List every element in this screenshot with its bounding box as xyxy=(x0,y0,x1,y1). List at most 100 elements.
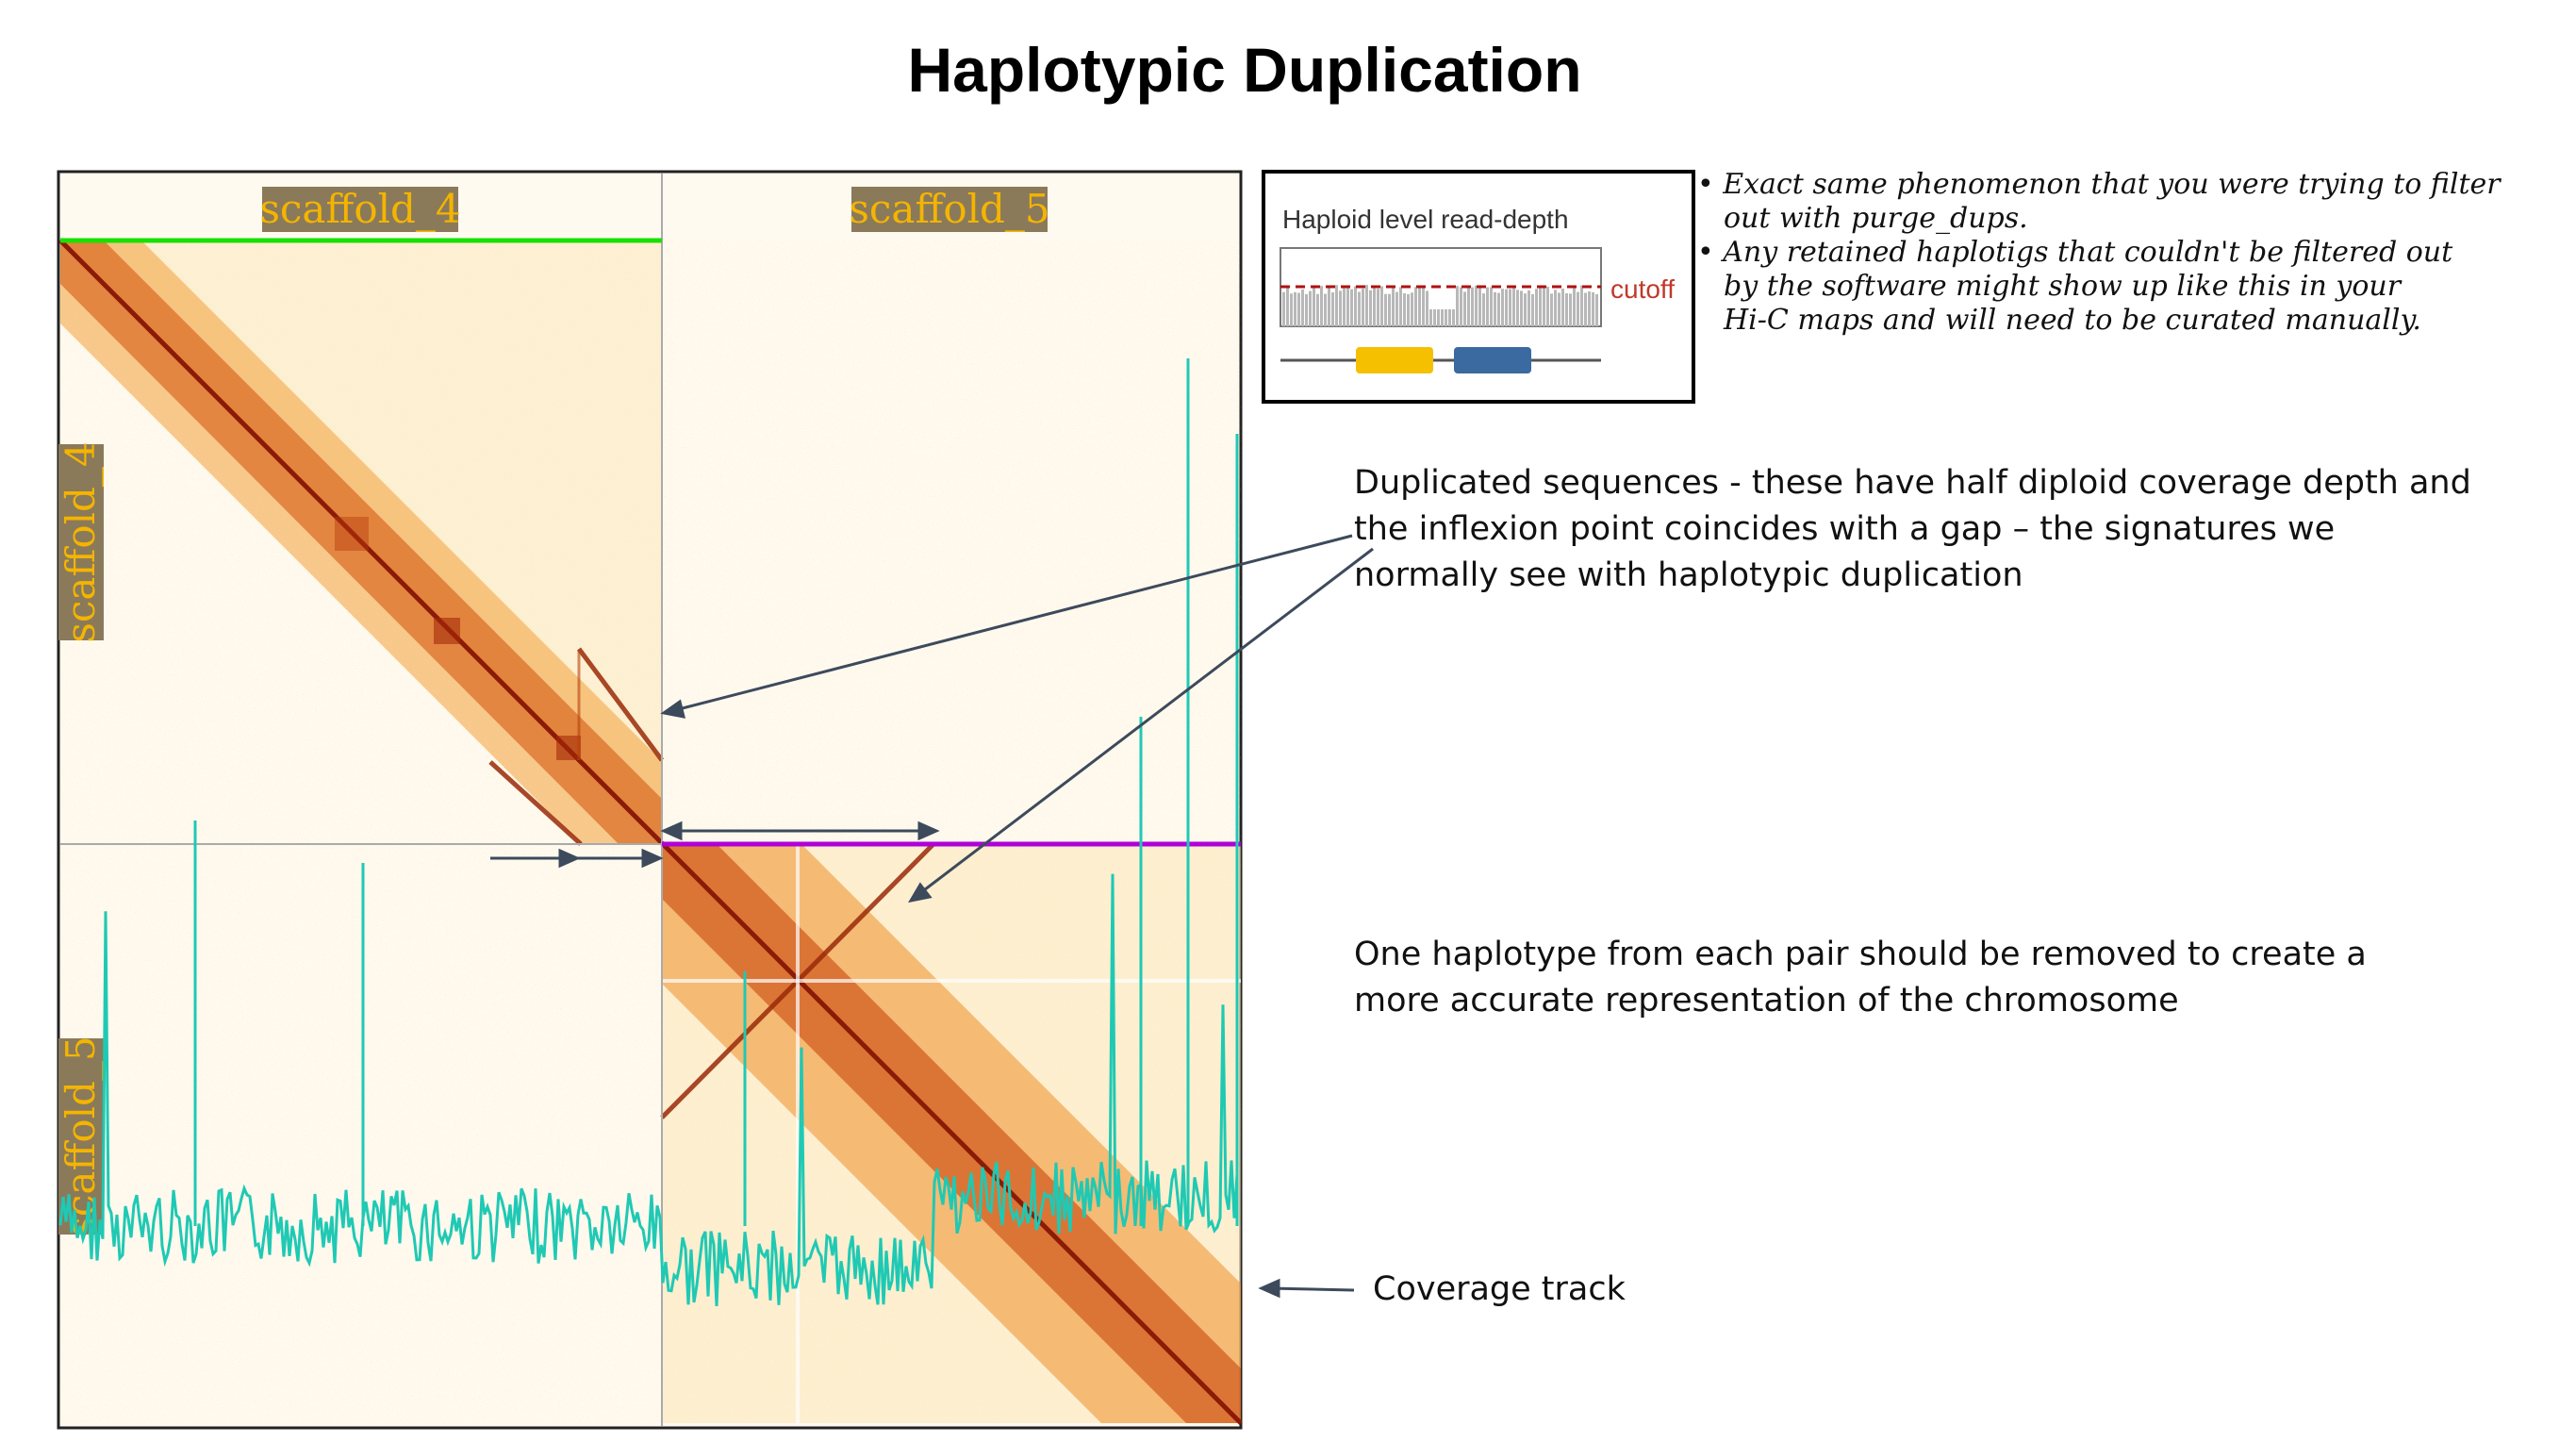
inset-depth-bar xyxy=(1595,293,1598,326)
inset-depth-bar xyxy=(1392,285,1395,326)
note-line-2: out with purge_dups. xyxy=(1724,202,2028,235)
inset-yellow-block xyxy=(1356,347,1433,373)
duplicated-line-3: normally see with haplotypic duplication xyxy=(1354,556,2023,594)
inset-depth-bar xyxy=(1328,288,1330,326)
inset-depth-bar xyxy=(1362,289,1364,326)
inset-depth-bar xyxy=(1592,291,1594,326)
inset-depth-bar xyxy=(1524,293,1527,326)
duplication-signature-2 xyxy=(488,760,583,846)
inset-depth-bar xyxy=(1350,289,1353,326)
inset-depth-bar xyxy=(1577,291,1579,326)
inset-depth-bar xyxy=(1460,287,1462,326)
inset-depth-bar xyxy=(1433,309,1436,326)
note-line-3: • Any retained haplotigs that couldn't b… xyxy=(1697,236,2453,269)
inset-depth-bar xyxy=(1490,287,1493,326)
inset-depth-bar xyxy=(1448,309,1451,326)
inset-depth-bar xyxy=(1554,290,1557,326)
annotation-arrows xyxy=(660,534,1374,1299)
inset-depth-bar xyxy=(1527,290,1530,326)
scaffold-4-label-side: scaffold_4 xyxy=(58,441,104,643)
inset-depth-bar xyxy=(1471,287,1474,326)
inset-depth-bar xyxy=(1441,309,1444,326)
arrow-to-scaffold-4-dup xyxy=(670,534,1353,713)
scaffold-5-label-top-text: scaffold_5 xyxy=(849,186,1049,232)
inset-depth-bar xyxy=(1422,288,1425,326)
inset-depth-bar xyxy=(1407,293,1410,326)
inset-depth-bar xyxy=(1475,285,1478,326)
inset-depth-bar xyxy=(1546,286,1549,326)
inset-depth-bar xyxy=(1377,289,1379,326)
inset-blue-block xyxy=(1454,347,1531,373)
duplication-signature-1 xyxy=(576,647,665,762)
inset-depth-bar xyxy=(1282,291,1285,326)
inset-depth-bar xyxy=(1486,287,1489,326)
scaffold-4-label-top: scaffold_4 xyxy=(259,186,461,232)
inset-depth-bar xyxy=(1463,291,1466,326)
inset-depth-bar xyxy=(1467,286,1470,326)
inset-cutoff-label: cutoff xyxy=(1610,274,1675,304)
inset-depth-bar xyxy=(1520,290,1523,326)
inset-depth-bar xyxy=(1516,290,1519,326)
inset-depth-bar xyxy=(1411,292,1413,326)
inset-depth-bar xyxy=(1313,288,1315,326)
inset-depth-bar xyxy=(1365,285,1368,326)
inset-depth-bar xyxy=(1324,293,1327,326)
inset-depth-bar xyxy=(1569,293,1572,326)
inset-depth-bar xyxy=(1335,285,1338,326)
inset-depth-bars xyxy=(1282,285,1598,326)
inset-depth-bar xyxy=(1316,293,1319,326)
inset-depth-bar xyxy=(1558,292,1560,326)
coverage-track xyxy=(58,358,1239,1306)
inset-depth-bar xyxy=(1346,285,1349,326)
inset-depth-bar xyxy=(1478,285,1481,326)
inset-depth-bar xyxy=(1384,293,1387,326)
inset-depth-bar xyxy=(1505,289,1508,326)
remove-line-2: more accurate representation of the chro… xyxy=(1354,982,2179,1019)
scaffold-5-label-top: scaffold_5 xyxy=(849,186,1050,232)
inset-depth-bar xyxy=(1501,289,1504,326)
inset-depth-bar xyxy=(1584,292,1587,326)
read-depth-inset: Haploid level read-depth cutoff xyxy=(1262,170,1695,404)
remove-annotation: One haplotype from each pair should be r… xyxy=(1354,932,2367,1024)
remove-line-1: One haplotype from each pair should be r… xyxy=(1354,936,2367,973)
duplicated-line-2: the inflexion point coincides with a gap… xyxy=(1354,510,2336,548)
inset-depth-bar xyxy=(1301,289,1304,326)
inset-depth-bar xyxy=(1531,293,1534,326)
inset-depth-bar xyxy=(1354,286,1357,326)
coverage-track-line xyxy=(58,873,1239,1306)
inset-depth-bar xyxy=(1535,289,1538,326)
inset-depth-bar xyxy=(1452,309,1455,326)
scaffold-4-label-top-text: scaffold_4 xyxy=(259,186,460,232)
handwritten-notes: • Exact same phenomenon that you were tr… xyxy=(1697,168,2501,338)
inset-depth-bar xyxy=(1339,290,1342,326)
inset-depth-bar xyxy=(1482,293,1485,326)
inset-depth-bar xyxy=(1512,286,1515,326)
inset-title: Haploid level read-depth xyxy=(1282,205,1569,234)
duplicated-line-1: Duplicated sequences - these have half d… xyxy=(1354,464,2471,502)
coverage-track-label: Coverage track xyxy=(1373,1270,1626,1308)
inset-depth-bar xyxy=(1290,293,1293,326)
arrow-to-scaffold-5-dup xyxy=(916,547,1374,898)
inset-depth-bar xyxy=(1494,291,1496,326)
inset-depth-bar xyxy=(1414,287,1417,326)
inset-depth-bar xyxy=(1539,286,1542,326)
inset-depth-bar xyxy=(1580,285,1583,326)
inset-depth-bar xyxy=(1294,291,1296,326)
inset-depth-bar xyxy=(1565,292,1568,326)
inset-depth-bar xyxy=(1509,289,1511,326)
inset-depth-bar xyxy=(1445,309,1447,326)
diagonal-square-2 xyxy=(434,618,460,644)
inset-depth-bar xyxy=(1561,289,1564,326)
inset-depth-bar xyxy=(1399,287,1402,326)
inset-depth-bar xyxy=(1320,286,1323,326)
inset-depth-bar xyxy=(1297,292,1300,326)
diagonal-square-1 xyxy=(335,517,369,551)
inset-depth-bar xyxy=(1343,287,1346,326)
inset-depth-bar xyxy=(1380,286,1383,326)
diagonal-square-3 xyxy=(556,736,581,760)
inset-depth-bar xyxy=(1429,309,1432,326)
inset-depth-bar xyxy=(1543,285,1545,326)
inset-depth-bar xyxy=(1588,291,1591,326)
